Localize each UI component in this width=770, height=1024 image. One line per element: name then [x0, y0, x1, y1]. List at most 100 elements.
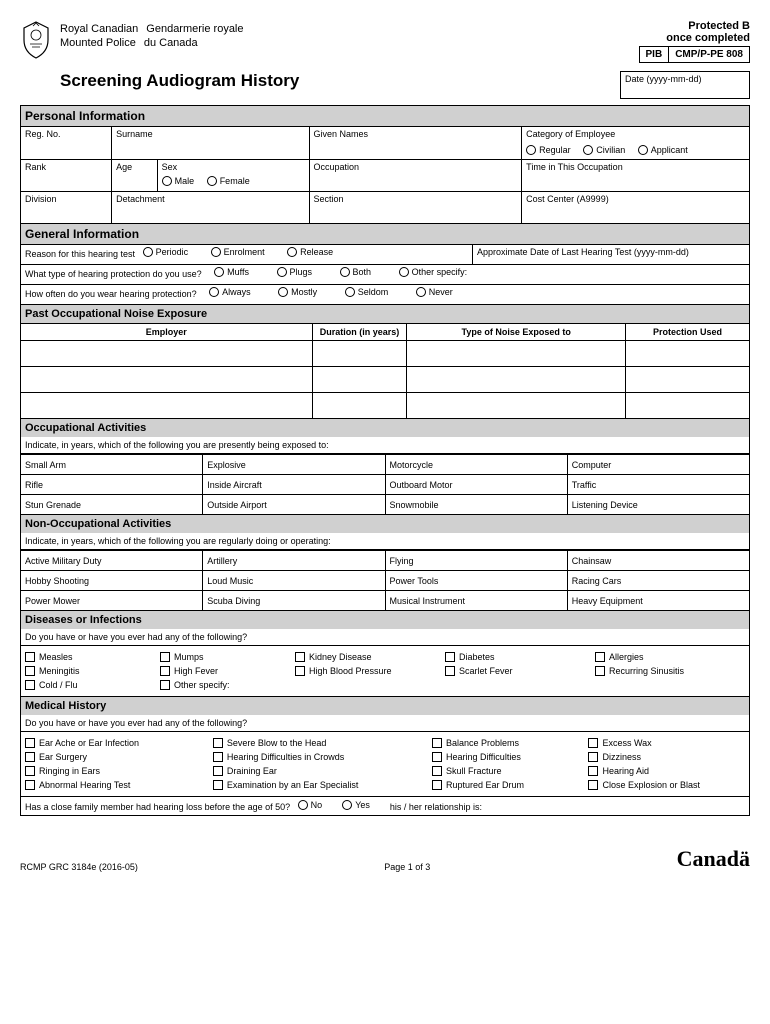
chk-hearing-aid[interactable] — [588, 766, 598, 776]
once-completed-label: once completed — [639, 32, 750, 44]
nonocc-heavy-equip[interactable]: Heavy Equipment — [567, 591, 749, 611]
type-noise-header: Type of Noise Exposed to — [407, 324, 626, 341]
date-field[interactable]: Date (yyyy-mm-dd) — [620, 71, 750, 99]
employer-header: Employer — [21, 324, 313, 341]
family-question-row: Has a close family member had hearing lo… — [20, 797, 750, 816]
chk-excess-wax[interactable] — [588, 738, 598, 748]
pib-label: PIB — [640, 47, 670, 62]
family-question: Has a close family member had hearing lo… — [25, 802, 290, 812]
header-right: Protected B once completed PIB CMP/P-PE … — [639, 20, 750, 63]
radio-family-no[interactable]: No — [298, 800, 323, 810]
radio-muffs[interactable]: Muffs — [214, 267, 249, 277]
nonocc-power-mower[interactable]: Power Mower — [21, 591, 203, 611]
chk-draining[interactable] — [213, 766, 223, 776]
occ-explosive[interactable]: Explosive — [203, 455, 385, 475]
occ-small-arm[interactable]: Small Arm — [21, 455, 203, 475]
chk-ear-surgery[interactable] — [25, 752, 35, 762]
chk-ringing[interactable] — [25, 766, 35, 776]
noise-row-2[interactable] — [21, 367, 750, 393]
nonocc-hobby-shooting[interactable]: Hobby Shooting — [21, 571, 203, 591]
chk-ruptured[interactable] — [432, 780, 442, 790]
chk-cold-flu[interactable] — [25, 680, 35, 690]
radio-female[interactable]: Female — [207, 176, 250, 186]
chk-ear-ache[interactable] — [25, 738, 35, 748]
chk-skull[interactable] — [432, 766, 442, 776]
radio-periodic[interactable]: Periodic — [143, 247, 189, 257]
chk-scarlet[interactable] — [445, 666, 455, 676]
protected-label: Protected B — [639, 20, 750, 32]
org-en2: Mounted Police — [60, 36, 136, 50]
chk-allergies[interactable] — [595, 652, 605, 662]
division-label: Division — [25, 194, 107, 204]
past-noise-table: Employer Duration (in years) Type of Noi… — [20, 323, 750, 419]
nonocc-power-tools[interactable]: Power Tools — [385, 571, 567, 591]
personal-table: Reg. No. Surname Given Names Category of… — [20, 126, 750, 224]
form-title: Screening Audiogram History — [60, 71, 299, 91]
occ-traffic[interactable]: Traffic — [567, 475, 749, 495]
occ-stun-grenade[interactable]: Stun Grenade — [21, 495, 203, 515]
form-id: RCMP GRC 3184e (2016-05) — [20, 862, 138, 872]
radio-never[interactable]: Never — [416, 287, 453, 297]
org-names: Royal Canadian Gendarmerie royale Mounte… — [60, 20, 244, 60]
chk-high-fever[interactable] — [160, 666, 170, 676]
occ-motorcycle[interactable]: Motorcycle — [385, 455, 567, 475]
noise-row-1[interactable] — [21, 341, 750, 367]
chk-specialist[interactable] — [213, 780, 223, 790]
chk-diabetes[interactable] — [445, 652, 455, 662]
chk-meningitis[interactable] — [25, 666, 35, 676]
occ-rifle[interactable]: Rifle — [21, 475, 203, 495]
nonocc-racing[interactable]: Racing Cars — [567, 571, 749, 591]
personal-header: Personal Information — [20, 105, 750, 126]
radio-family-yes[interactable]: Yes — [342, 800, 370, 810]
radio-male[interactable]: Male — [162, 176, 195, 186]
chk-severe-blow[interactable] — [213, 738, 223, 748]
noise-row-3[interactable] — [21, 393, 750, 419]
radio-seldom[interactable]: Seldom — [345, 287, 389, 297]
nonocc-flying[interactable]: Flying — [385, 551, 567, 571]
org-fr1: Gendarmerie royale — [146, 22, 243, 36]
radio-always[interactable]: Always — [209, 287, 251, 297]
occ-computer[interactable]: Computer — [567, 455, 749, 475]
radio-plugs[interactable]: Plugs — [277, 267, 313, 277]
chk-mumps[interactable] — [160, 652, 170, 662]
chk-sinusitis[interactable] — [595, 666, 605, 676]
occ-outboard[interactable]: Outboard Motor — [385, 475, 567, 495]
chk-measles[interactable] — [25, 652, 35, 662]
page-number: Page 1 of 3 — [384, 862, 430, 872]
radio-enrolment[interactable]: Enrolment — [211, 247, 265, 257]
occ-outside-airport[interactable]: Outside Airport — [203, 495, 385, 515]
radio-other[interactable]: Other specify: — [399, 267, 468, 277]
chk-high-bp[interactable] — [295, 666, 305, 676]
nonocc-loud-music[interactable]: Loud Music — [203, 571, 385, 591]
nonocc-instrument[interactable]: Musical Instrument — [385, 591, 567, 611]
reason-label: Reason for this hearing test — [25, 249, 135, 259]
radio-both[interactable]: Both — [340, 267, 372, 277]
nonocc-military[interactable]: Active Military Duty — [21, 551, 203, 571]
chk-kidney[interactable] — [295, 652, 305, 662]
radio-release[interactable]: Release — [287, 247, 333, 257]
nonocc-scuba[interactable]: Scuba Diving — [203, 591, 385, 611]
occ-listening[interactable]: Listening Device — [567, 495, 749, 515]
cost-center-label: Cost Center (A9999) — [526, 194, 745, 204]
nonocc-artillery[interactable]: Artillery — [203, 551, 385, 571]
radio-regular[interactable]: Regular — [526, 145, 571, 155]
title-row: Screening Audiogram History Date (yyyy-m… — [20, 71, 750, 99]
radio-applicant[interactable]: Applicant — [638, 145, 688, 155]
chk-other[interactable] — [160, 680, 170, 690]
radio-civilian[interactable]: Civilian — [583, 145, 625, 155]
occ-snowmobile[interactable]: Snowmobile — [385, 495, 567, 515]
given-label: Given Names — [314, 129, 518, 139]
nonocc-chainsaw[interactable]: Chainsaw — [567, 551, 749, 571]
chk-hearing-diff[interactable] — [432, 752, 442, 762]
chk-crowds[interactable] — [213, 752, 223, 762]
nonocc-activities-header: Non-Occupational Activities — [20, 515, 750, 533]
category-label: Category of Employee — [526, 129, 745, 139]
occ-inside-aircraft[interactable]: Inside Aircraft — [203, 475, 385, 495]
chk-balance[interactable] — [432, 738, 442, 748]
chk-explosion[interactable] — [588, 780, 598, 790]
radio-mostly[interactable]: Mostly — [278, 287, 317, 297]
chk-abnormal-test[interactable] — [25, 780, 35, 790]
chk-dizziness[interactable] — [588, 752, 598, 762]
org-en1: Royal Canadian — [60, 22, 138, 36]
diseases-question: Do you have or have you ever had any of … — [20, 629, 750, 646]
